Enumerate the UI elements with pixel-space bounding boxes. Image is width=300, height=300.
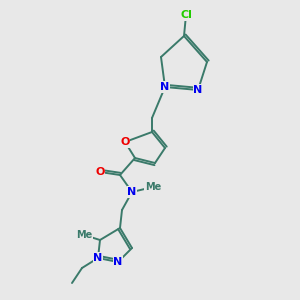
Text: N: N [194, 85, 202, 95]
Text: Me: Me [76, 230, 92, 240]
Text: Cl: Cl [180, 10, 192, 20]
Text: Me: Me [145, 182, 161, 192]
Text: O: O [95, 167, 105, 177]
Text: O: O [120, 137, 130, 147]
Text: N: N [128, 187, 136, 197]
Text: N: N [93, 253, 103, 263]
Text: N: N [160, 82, 169, 92]
Text: N: N [113, 257, 123, 267]
